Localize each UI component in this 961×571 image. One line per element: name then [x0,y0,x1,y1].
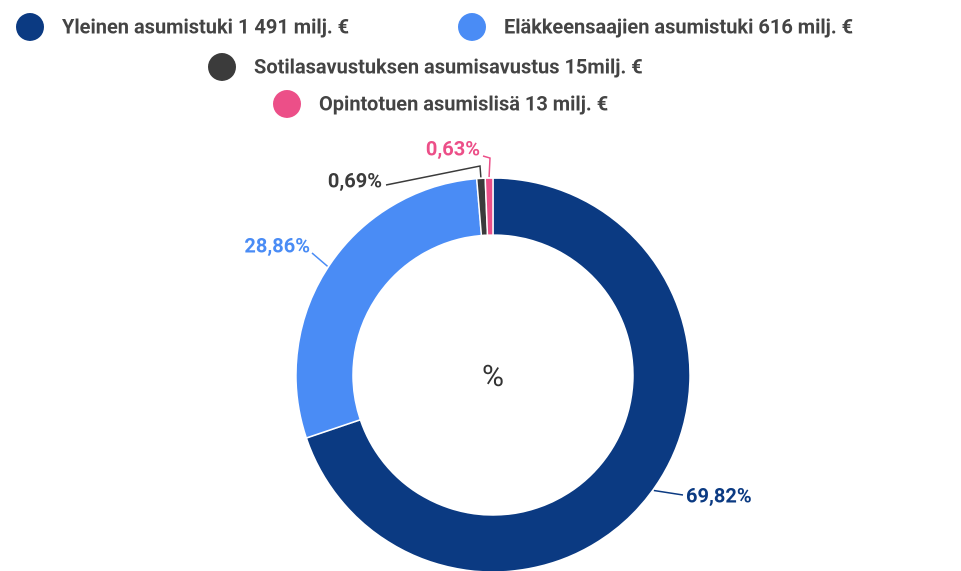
legend-label: Eläkkeensaajien asumistuki 616 milj. € [504,14,853,38]
leader-line [653,489,684,496]
legend-swatch [208,53,236,81]
data-label: 0,63% [426,136,480,160]
legend-label: Sotilasavustuksen asumisavustus 15milj. … [254,54,643,78]
leader-line [385,165,482,186]
data-label: 0,69% [328,168,382,192]
legend-label: Yleinen asumistuki 1 491 milj. € [62,14,349,38]
legend-swatch [458,13,486,41]
legend-swatch [16,13,44,41]
data-label: 69,82% [686,483,752,507]
leader-line [311,252,328,267]
legend-swatch [273,90,301,118]
donut-slice [484,177,494,236]
leader-line [482,155,491,178]
center-label: % [482,359,504,394]
donut-slice [305,177,691,571]
donut-slice [295,177,483,439]
data-label: 28,86% [244,233,310,257]
legend-label: Opintotuen asumislisä 13 milj. € [319,91,608,115]
